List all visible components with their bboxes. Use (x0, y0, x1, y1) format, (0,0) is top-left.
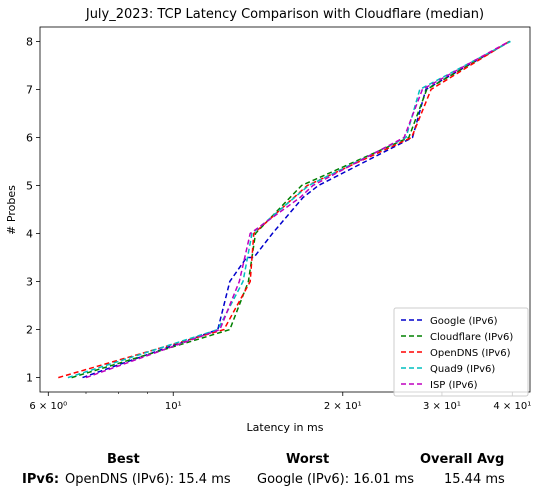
legend: Google (IPv6) Cloudflare (IPv6) OpenDNS (I… (393, 307, 529, 397)
legend-label: ISP (IPv6) (430, 380, 478, 391)
x-axis-label: Latency in ms (247, 421, 324, 434)
legend-label: Cloudflare (IPv6) (430, 332, 513, 343)
series-line-4 (67, 40, 511, 379)
chart-title: July_2023: TCP Latency Comparison with C… (85, 7, 484, 22)
legend-label: Google (IPv6) (430, 316, 498, 327)
y-tick-label: 3 (26, 276, 33, 289)
series-line-2 (71, 40, 511, 379)
worst-value: Google (IPv6): 16.01 ms (257, 472, 415, 487)
y-tick-label: 7 (26, 83, 33, 96)
y-tick-label: 2 (26, 324, 33, 337)
y-axis-ticks: 1 2 3 4 5 6 7 8 (26, 35, 40, 385)
plot-area (39, 26, 531, 393)
plot-frame (39, 26, 531, 393)
series-line-5 (85, 40, 510, 379)
worst-header: Worst (286, 452, 330, 467)
legend-label: OpenDNS (IPv6) (430, 348, 511, 359)
x-tick-label: 10¹ (165, 401, 182, 412)
overall-avg-header: Overall Avg (420, 452, 505, 467)
x-tick-label: 4 × 10¹ (493, 401, 531, 412)
ipv6-row-label: IPv6: (22, 472, 60, 487)
best-header: Best (107, 452, 140, 467)
y-tick-label: 1 (26, 372, 33, 385)
best-value: OpenDNS (IPv6): 15.4 ms (65, 472, 231, 487)
series-line-3 (58, 40, 510, 379)
series-lines (58, 40, 511, 379)
x-tick-label: 2 × 10¹ (324, 401, 362, 412)
y-tick-label: 4 (26, 228, 33, 241)
x-tick-label: 3 × 10¹ (423, 401, 461, 412)
legend-label: Quad9 (IPv6) (430, 364, 495, 375)
overall-avg-value: 15.44 ms (444, 472, 505, 487)
y-tick-label: 6 (26, 131, 33, 144)
x-tick-label: 6 × 10⁰ (29, 401, 67, 412)
series-line-1 (82, 40, 511, 379)
y-axis-label: # Probes (5, 185, 18, 235)
y-tick-label: 8 (26, 35, 33, 48)
legend-box (393, 307, 529, 397)
latency-chart: July_2023: TCP Latency Comparison with C… (5, 7, 531, 434)
y-tick-label: 5 (26, 179, 33, 192)
